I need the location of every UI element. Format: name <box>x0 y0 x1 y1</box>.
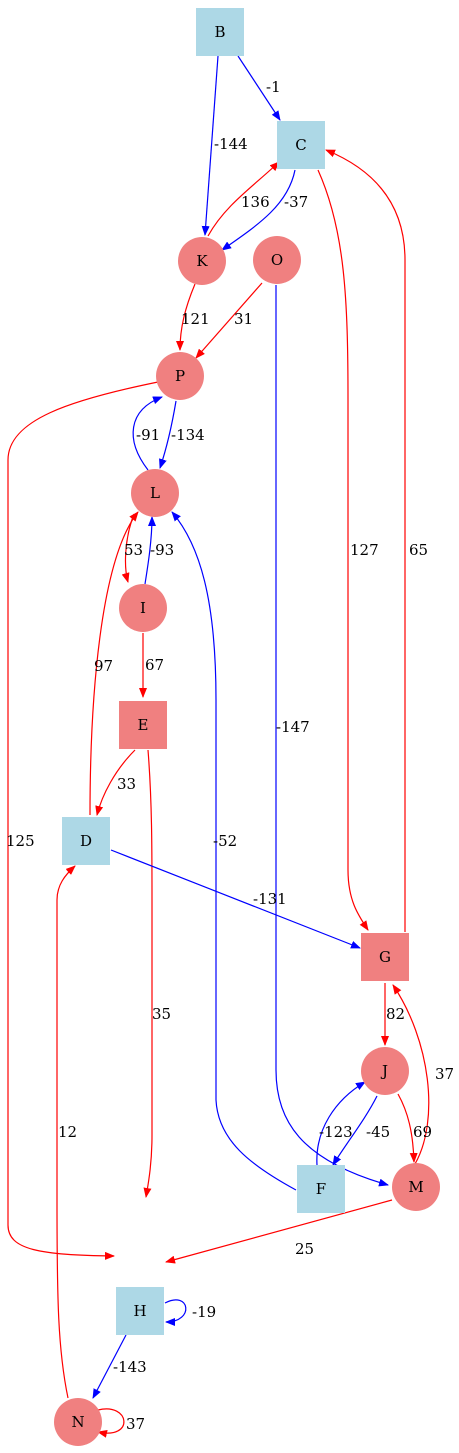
edge-o-m <box>275 285 389 1187</box>
edge-label-i-l: -93 <box>150 541 174 559</box>
edge-label-o-m: -147 <box>276 718 310 736</box>
edge-label-k-c: 136 <box>241 193 270 211</box>
edge-m-g <box>392 984 430 1165</box>
edge-label-h-n: -143 <box>113 1358 147 1376</box>
edge-p-l <box>159 400 177 469</box>
node-h: H <box>116 1287 164 1335</box>
edge-label-g-j: 82 <box>386 1005 405 1023</box>
node-e: E <box>119 701 167 749</box>
node-o: O <box>253 236 301 284</box>
edge-label-e-d: 33 <box>117 775 136 793</box>
edge-e-d <box>95 749 136 816</box>
node-b: B <box>196 8 244 56</box>
edge-n-n <box>97 1408 125 1438</box>
edge-j-f <box>332 1095 378 1166</box>
node-j: J <box>361 1047 409 1095</box>
edge-label-c-k: -37 <box>284 193 308 211</box>
node-k: K <box>178 237 226 285</box>
node-label-k: K <box>196 252 208 270</box>
node-label-n: N <box>71 1413 84 1431</box>
node-label-c: C <box>295 136 306 154</box>
node-label-h: H <box>133 1302 146 1320</box>
edge-label-h-h: -19 <box>192 1303 216 1321</box>
node-label-l: L <box>150 484 160 502</box>
node-label-b: B <box>214 23 225 41</box>
edge-label-p-h: 125 <box>6 832 35 850</box>
edge-label-e-h: 35 <box>152 1005 171 1023</box>
edge-label-n-d: 12 <box>58 1123 77 1141</box>
node-f: F <box>297 1165 345 1213</box>
node-c: C <box>277 121 325 169</box>
node-label-m: M <box>408 1178 423 1196</box>
node-l: L <box>131 469 179 517</box>
edge-f-j <box>316 1081 366 1166</box>
node-p: P <box>156 352 204 400</box>
edge-label-g-c: 65 <box>409 541 428 559</box>
edge-label-i-e: 67 <box>145 656 164 674</box>
node-label-g: G <box>379 948 391 966</box>
edge-label-d-g: -131 <box>253 890 287 908</box>
edge-label-j-f: -45 <box>366 1123 390 1141</box>
edge-label-f-j: -123 <box>319 1123 353 1141</box>
edge-label-p-l-a: -91 <box>136 426 160 444</box>
edge-p-h <box>7 381 159 1260</box>
node-d: D <box>62 817 110 865</box>
node-label-d: D <box>80 832 92 850</box>
edge-label-c-g: 127 <box>350 541 379 559</box>
edge-g-c <box>325 149 406 932</box>
edge-c-g <box>317 169 369 931</box>
edge-label-p-l-b: -134 <box>171 426 205 444</box>
edge-c-k <box>221 169 296 251</box>
node-label-f: F <box>316 1180 326 1198</box>
node-label-i: I <box>140 599 146 617</box>
edge-e-h <box>143 749 153 1198</box>
edge-j-m <box>397 1093 418 1163</box>
edge-k-p <box>176 283 196 351</box>
node-i: I <box>119 584 167 632</box>
edge-label-m-g: 37 <box>435 1065 454 1083</box>
edge-h-h <box>164 1299 187 1326</box>
edge-f-l <box>171 511 297 1191</box>
edge-label-o-p: 31 <box>234 310 253 328</box>
edge-label-k-p: 121 <box>181 310 210 328</box>
node-m: M <box>392 1163 440 1211</box>
node-label-o: O <box>271 251 283 269</box>
edge-label-j-m: 69 <box>413 1123 432 1141</box>
edge-label-m-h: 25 <box>295 1240 314 1258</box>
edge-label-l-i: 53 <box>124 541 143 559</box>
edge-m-h <box>165 1199 393 1264</box>
edge-b-c <box>237 55 281 121</box>
edge-label-n-n: 37 <box>126 1415 145 1433</box>
edge-label-d-l: 97 <box>94 657 113 675</box>
edge-label-b-c: -1 <box>266 78 281 96</box>
edge-i-l <box>144 516 156 585</box>
node-n: N <box>54 1398 102 1446</box>
edge-h-n <box>92 1334 127 1399</box>
edge-o-p <box>195 282 263 359</box>
edge-n-d <box>56 865 76 1399</box>
edge-d-g <box>110 849 361 949</box>
edge-l-p <box>132 396 163 471</box>
node-label-p: P <box>175 367 185 385</box>
edge-k-c <box>207 161 280 237</box>
edge-b-k <box>201 55 219 236</box>
edge-label-b-k: -144 <box>214 135 248 153</box>
node-label-e: E <box>138 716 149 734</box>
node-label-j: J <box>380 1062 388 1080</box>
edge-d-l <box>89 511 139 816</box>
edge-label-f-l: -52 <box>213 832 237 850</box>
node-g: G <box>361 933 409 981</box>
